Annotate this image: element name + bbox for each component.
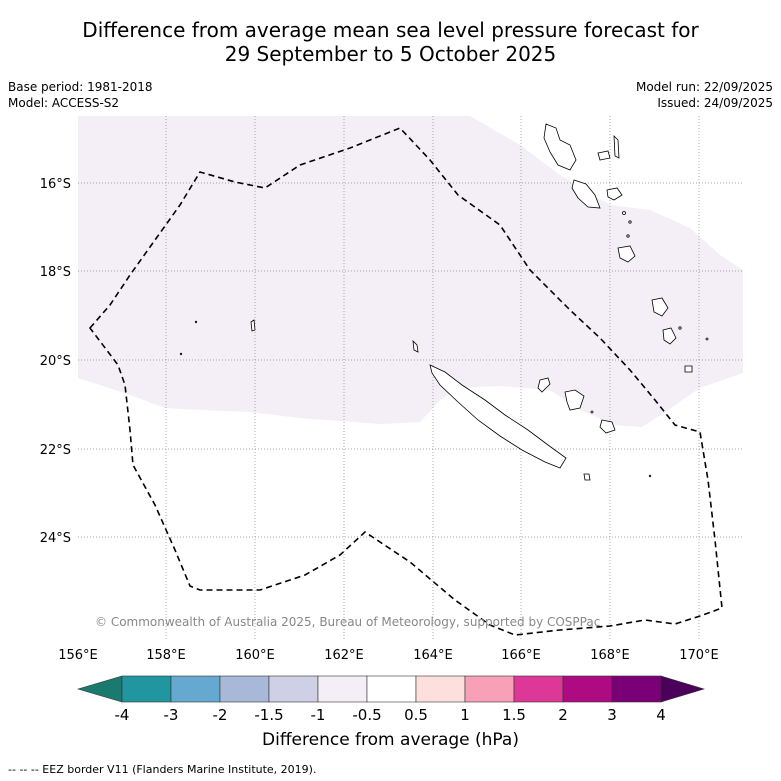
cbar-tick-8: 1 xyxy=(460,706,470,724)
lat-label-16s: 16°S xyxy=(40,177,71,192)
eez-border xyxy=(88,127,723,636)
islet-5 xyxy=(626,234,630,238)
islet-3 xyxy=(622,211,626,215)
cbar-tick-2: -3 xyxy=(164,706,179,724)
islet-4 xyxy=(628,220,632,224)
cbar-tick-4: -1.5 xyxy=(254,706,283,724)
lon-label-164e: 164°E xyxy=(413,648,453,663)
colorbar-swatch-3 xyxy=(219,675,270,703)
lat-labels: 16°S 18°S 20°S 22°S 24°S xyxy=(40,177,71,546)
model-name: Model: ACCESS-S2 xyxy=(8,96,120,110)
island-aneityum xyxy=(684,365,693,373)
lon-label-166e: 166°E xyxy=(501,648,541,663)
meta-right: Model run: 22/09/2025 Issued: 24/09/2025 xyxy=(636,79,773,111)
island-pentecost xyxy=(597,150,611,161)
island-erromango xyxy=(651,297,669,317)
colorbar-swatch-4 xyxy=(268,675,319,703)
cbar-tick-1: -4 xyxy=(115,706,130,724)
colorbar-swatch-11 xyxy=(611,675,662,703)
model-run: Model run: 22/09/2025 xyxy=(635,80,773,94)
lat-label-24s: 24°S xyxy=(40,531,71,546)
islet-7 xyxy=(705,337,709,341)
island-mare xyxy=(599,419,616,434)
island-lifou xyxy=(564,389,585,411)
islands xyxy=(179,123,709,481)
island-espiritu-santo xyxy=(543,123,577,171)
lat-label-22s: 22°S xyxy=(40,443,71,458)
meta-left: Base period: 1981-2018 Model: ACCESS-S2 xyxy=(8,79,153,111)
title-line-2: 29 September to 5 October 2025 xyxy=(224,42,557,66)
cbar-tick-12: 4 xyxy=(656,706,666,724)
title-line-1: Difference from average mean sea level p… xyxy=(82,18,699,42)
island-chesterfield xyxy=(250,319,256,332)
island-new-caledonia xyxy=(429,364,567,469)
colorbar-swatch-7 xyxy=(415,675,466,703)
colorbar-swatch-9 xyxy=(513,675,564,703)
cbar-tick-6: -0.5 xyxy=(352,706,381,724)
cbar-tick-11: 3 xyxy=(607,706,617,724)
colorbar-label: Difference from average (hPa) xyxy=(262,730,519,750)
lon-label-158e: 158°E xyxy=(146,648,186,663)
islet-2 xyxy=(179,352,183,356)
island-tanna xyxy=(662,327,677,345)
cbar-tick-7: 0.5 xyxy=(404,706,428,724)
lon-label-160e: 160°E xyxy=(235,648,275,663)
chart-title: Difference from average mean sea level p… xyxy=(0,18,781,66)
islet-8 xyxy=(648,474,652,478)
issued-date: Issued: 24/09/2025 xyxy=(657,96,773,110)
islet-6 xyxy=(678,326,682,330)
island-ouvea xyxy=(537,377,551,393)
anomaly-region-shade xyxy=(78,116,743,427)
colorbar-swatch-6 xyxy=(366,675,417,703)
colorbar-swatch-1 xyxy=(121,675,172,703)
gridlines xyxy=(78,116,743,640)
islet-1 xyxy=(194,320,198,324)
colorbar-ticks: -4 -3 -2 -1.5 -1 -0.5 0.5 1 1.5 2 3 4 xyxy=(115,706,666,724)
colorbar-extend-low xyxy=(76,675,123,703)
colorbar-extend-high xyxy=(660,675,706,703)
copyright-text: © Commonwealth of Australia 2025, Bureau… xyxy=(95,615,600,629)
colorbar-swatch-10 xyxy=(562,675,613,703)
islet-9 xyxy=(590,410,594,414)
lat-label-18s: 18°S xyxy=(40,265,71,280)
colorbar-swatch-2 xyxy=(170,675,221,703)
island-ambrym xyxy=(606,187,623,201)
cbar-tick-10: 2 xyxy=(558,706,568,724)
eez-footnote: -- -- -- EEZ border V11 (Flanders Marine… xyxy=(8,763,317,776)
lat-label-20s: 20°S xyxy=(40,354,71,369)
cbar-tick-3: -2 xyxy=(213,706,228,724)
colorbar-swatch-5 xyxy=(317,675,368,703)
colorbar xyxy=(76,675,706,703)
cbar-tick-9: 1.5 xyxy=(502,706,526,724)
island-malekula xyxy=(571,179,601,209)
base-period: Base period: 1981-2018 xyxy=(8,80,153,94)
island-belep xyxy=(412,339,419,353)
lon-labels: 156°E 158°E 160°E 162°E 164°E 166°E 168°… xyxy=(58,648,719,663)
cbar-tick-5: -1 xyxy=(311,706,326,724)
lon-label-168e: 168°E xyxy=(590,648,630,663)
island-pines xyxy=(583,473,591,481)
colorbar-swatch-8 xyxy=(464,675,515,703)
island-maewo xyxy=(613,134,620,159)
lon-label-156e: 156°E xyxy=(58,648,98,663)
lon-label-162e: 162°E xyxy=(324,648,364,663)
lon-label-170e: 170°E xyxy=(679,648,719,663)
island-efate xyxy=(617,245,636,263)
